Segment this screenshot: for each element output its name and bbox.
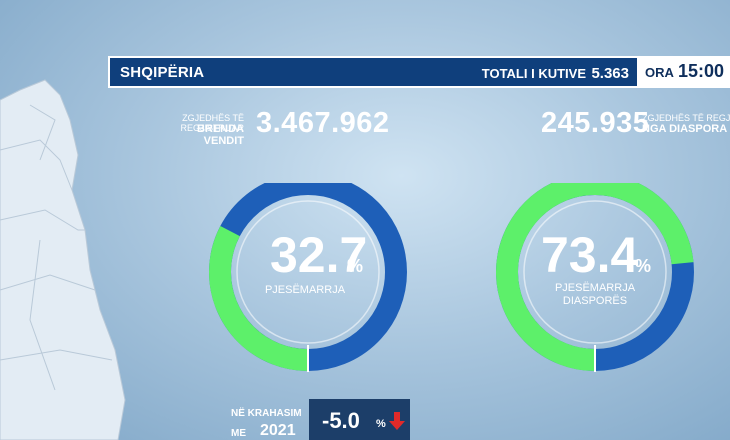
diaspora-turnout-donut	[496, 183, 694, 372]
header-bar: SHQIPËRIA TOTALI I KUTIVE 5.363	[108, 56, 708, 88]
comparison-year: 2021	[260, 422, 296, 439]
domestic-turnout-label: PJESËMARRJA	[264, 284, 346, 296]
domestic-inner-ring	[236, 200, 380, 344]
diaspora-turnout-unit: %	[635, 256, 652, 276]
domestic-turnout-donut	[209, 183, 407, 372]
ballot-boxes-label: TOTALI I KUTIVE	[481, 66, 586, 81]
diaspora-turnout-label-2: DIASPORËS	[562, 295, 628, 307]
comparison-label: NË KRAHASIM	[231, 408, 302, 419]
comparison-label-me: ME	[231, 428, 246, 439]
albania-map	[0, 79, 126, 440]
diaspora-inner-ring	[523, 200, 667, 344]
time-value: 15:00	[678, 61, 725, 81]
domestic-registered-caption: ZGJEDHËS TË REGJISTRUAR	[180, 113, 244, 133]
diaspora-turnout-value: 73.4	[541, 227, 639, 283]
comparison-unit: %	[376, 418, 386, 430]
time-label: ORA	[645, 65, 674, 80]
diaspora-turnout-arc	[496, 183, 694, 371]
domestic-registered-scope: BRENDA VENDIT	[196, 123, 244, 147]
diaspora-turnout-label-1: PJESËMARRJA	[554, 282, 636, 294]
time-box: ORA 15:00	[637, 56, 730, 88]
domestic-turnout-value: 32.7	[270, 227, 368, 283]
comparison-box: -5.0 %	[309, 399, 410, 440]
domestic-turnout-arc	[209, 225, 309, 371]
comparison-value: -5.0	[322, 408, 360, 433]
down-arrow-icon	[389, 412, 405, 430]
domestic-registered-value: 3.467.962	[256, 107, 390, 139]
region-title: SHQIPËRIA	[120, 64, 205, 81]
diaspora-registered-scope: NGA DIASPORA	[642, 123, 728, 135]
ballot-boxes-value: 5.363	[591, 65, 629, 82]
diaspora-registered-value: 245.935	[541, 107, 650, 139]
domestic-turnout-unit: %	[347, 256, 364, 276]
diaspora-registered-caption: ZGJEDHËS TË REGJISTR	[642, 113, 730, 123]
